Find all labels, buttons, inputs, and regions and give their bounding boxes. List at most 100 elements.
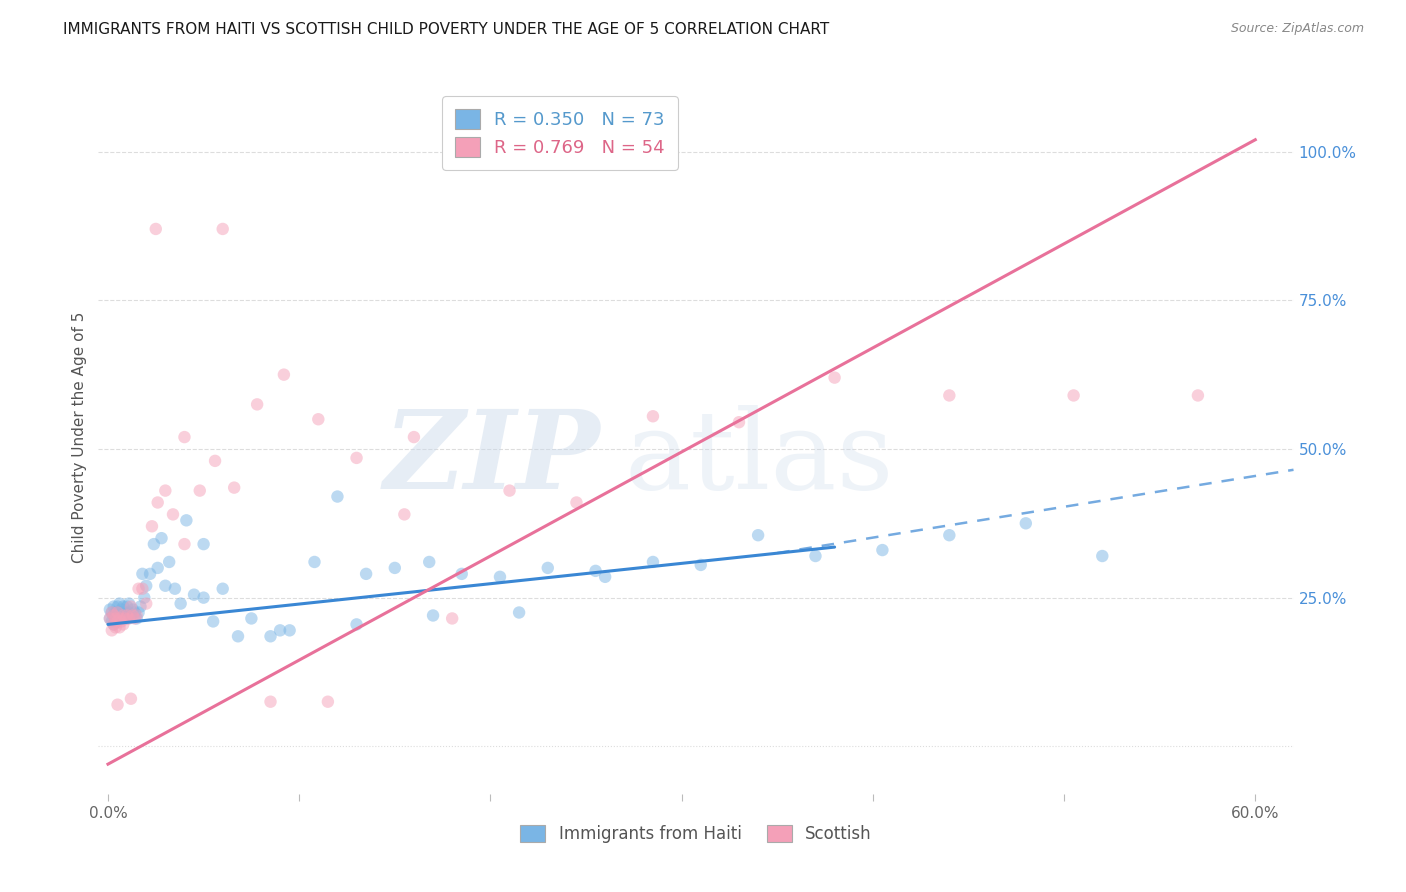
Text: IMMIGRANTS FROM HAITI VS SCOTTISH CHILD POVERTY UNDER THE AGE OF 5 CORRELATION C: IMMIGRANTS FROM HAITI VS SCOTTISH CHILD … [63, 22, 830, 37]
Y-axis label: Child Poverty Under the Age of 5: Child Poverty Under the Age of 5 [72, 311, 87, 563]
Point [173, 430, 195, 444]
Point [114, 608, 136, 623]
Point [131, 566, 153, 581]
Point [173, 537, 195, 551]
Point [155, 483, 177, 498]
Point [107, 599, 129, 614]
Point [118, 597, 141, 611]
Point [108, 620, 131, 634]
Point [728, 415, 751, 429]
Point [101, 606, 124, 620]
Point [204, 454, 226, 468]
Point [316, 695, 339, 709]
Point [103, 608, 125, 623]
Point [107, 615, 129, 629]
Point [112, 599, 135, 614]
Text: ZIP: ZIP [384, 405, 600, 512]
Point [211, 222, 233, 236]
Point [110, 602, 132, 616]
Point [115, 611, 138, 625]
Point [278, 624, 301, 638]
Point [124, 611, 146, 625]
Point [224, 481, 246, 495]
Text: atlas: atlas [624, 405, 894, 512]
Point [107, 611, 129, 625]
Point [107, 608, 129, 623]
Point [103, 608, 125, 623]
Point [422, 608, 444, 623]
Point [131, 582, 153, 596]
Point [183, 588, 205, 602]
Point [418, 555, 440, 569]
Point [121, 602, 143, 616]
Legend: Immigrants from Haiti, Scottish: Immigrants from Haiti, Scottish [513, 818, 879, 850]
Point [240, 611, 263, 625]
Point [104, 611, 127, 625]
Point [346, 617, 368, 632]
Point [162, 508, 184, 522]
Point [107, 606, 129, 620]
Point [326, 490, 349, 504]
Point [115, 608, 138, 623]
Point [188, 483, 211, 498]
Point [134, 591, 156, 605]
Text: Source: ZipAtlas.com: Source: ZipAtlas.com [1230, 22, 1364, 36]
Point [120, 608, 142, 623]
Point [125, 611, 148, 625]
Point [273, 368, 295, 382]
Point [110, 615, 132, 629]
Point [259, 695, 281, 709]
Point [259, 629, 281, 643]
Point [1091, 549, 1114, 563]
Point [384, 561, 406, 575]
Point [585, 564, 607, 578]
Point [193, 537, 215, 551]
Point [125, 608, 148, 623]
Point [101, 615, 124, 629]
Point [98, 602, 121, 616]
Point [163, 582, 186, 596]
Point [128, 606, 150, 620]
Point [103, 617, 125, 632]
Point [98, 611, 121, 625]
Point [139, 566, 162, 581]
Point [114, 611, 136, 625]
Point [112, 608, 135, 623]
Point [938, 528, 960, 542]
Point [108, 597, 131, 611]
Point [450, 566, 472, 581]
Point [141, 519, 163, 533]
Point [537, 561, 560, 575]
Point [402, 430, 425, 444]
Point [269, 624, 291, 638]
Point [641, 555, 664, 569]
Point [112, 617, 135, 632]
Point [118, 611, 141, 625]
Point [135, 579, 157, 593]
Point [142, 537, 165, 551]
Point [101, 606, 124, 620]
Point [176, 513, 198, 527]
Point [120, 599, 142, 614]
Point [304, 555, 326, 569]
Point [508, 606, 530, 620]
Point [103, 617, 125, 632]
Point [689, 558, 711, 572]
Point [1063, 388, 1085, 402]
Point [120, 691, 142, 706]
Point [1015, 516, 1038, 531]
Point [101, 624, 124, 638]
Point [108, 606, 131, 620]
Point [489, 570, 512, 584]
Point [104, 611, 127, 625]
Point [104, 606, 127, 620]
Point [115, 599, 138, 614]
Point [108, 611, 131, 625]
Point [747, 528, 769, 542]
Point [107, 698, 129, 712]
Point [145, 222, 167, 236]
Point [129, 599, 152, 614]
Point [938, 388, 960, 402]
Point [150, 531, 173, 545]
Point [118, 606, 141, 620]
